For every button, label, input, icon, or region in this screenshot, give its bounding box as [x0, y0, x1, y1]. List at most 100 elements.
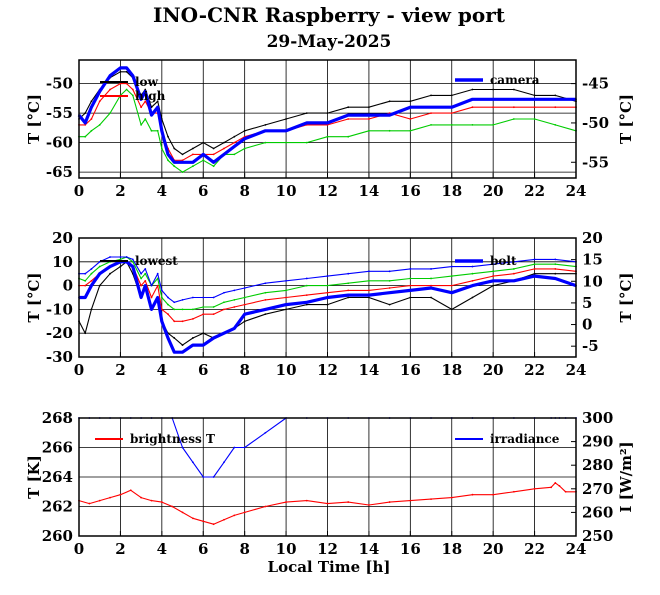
x-tick-label: 0 — [74, 361, 84, 379]
data-point — [212, 337, 215, 339]
x-tick-label: 2 — [115, 361, 125, 379]
x-tick-label: 18 — [441, 540, 462, 558]
data-point — [264, 313, 267, 316]
y-tick-label-right: -45 — [582, 75, 609, 93]
data-point — [512, 118, 515, 120]
data-point — [430, 498, 432, 501]
data-point — [90, 284, 93, 287]
data-point — [90, 100, 93, 103]
data-point — [554, 98, 557, 101]
data-point — [212, 313, 215, 316]
data-point — [144, 100, 147, 103]
x-tick-label: 20 — [483, 182, 504, 200]
data-point — [512, 490, 515, 493]
data-point — [191, 296, 194, 299]
data-point — [144, 272, 147, 275]
data-point — [181, 153, 184, 156]
data-point — [233, 298, 236, 301]
data-point — [554, 268, 557, 270]
data-point — [233, 446, 236, 449]
data-point — [223, 147, 225, 150]
data-point — [564, 490, 567, 493]
data-point — [347, 294, 350, 297]
data-point — [368, 504, 370, 506]
data-point — [492, 284, 495, 287]
y-tick-label-left: 260 — [42, 527, 73, 545]
data-point — [347, 282, 350, 285]
data-point — [264, 129, 267, 132]
data-point — [131, 74, 134, 77]
data-point — [430, 94, 432, 97]
data-point — [202, 344, 205, 346]
data-point — [125, 256, 128, 258]
data-point — [550, 486, 553, 489]
data-point — [156, 106, 159, 109]
data-point — [212, 523, 215, 526]
data-point — [492, 98, 495, 101]
y-tick-label-right: 280 — [582, 456, 613, 474]
data-point — [471, 493, 474, 496]
data-point — [223, 141, 225, 144]
data-point — [347, 272, 350, 275]
data-point — [131, 265, 134, 268]
data-point — [98, 499, 101, 502]
data-point — [160, 129, 163, 132]
data-point — [430, 277, 432, 280]
data-point — [140, 98, 143, 101]
x-tick-label: 0 — [74, 182, 84, 200]
data-point — [167, 313, 169, 316]
data-point — [533, 98, 536, 101]
data-point — [181, 320, 184, 323]
series-line-camera — [77, 66, 576, 164]
data-point — [90, 279, 93, 282]
data-point — [98, 100, 101, 103]
data-point — [173, 308, 176, 311]
y-tick-label-left: 10 — [52, 253, 73, 271]
data-point — [326, 135, 329, 138]
data-point — [84, 112, 87, 114]
data-point — [347, 501, 350, 503]
legend-label: irradiance — [490, 432, 560, 446]
data-point — [388, 129, 391, 132]
data-point — [492, 279, 495, 282]
data-point — [84, 279, 87, 282]
data-point — [144, 268, 147, 270]
data-point — [140, 106, 143, 109]
data-point — [264, 291, 267, 294]
panel-bottom: 0 2 4 6 8 10 12 14 16 18 20 22 242602622642662682502… — [25, 409, 635, 558]
data-point — [388, 100, 391, 103]
legend-label: low — [135, 75, 159, 89]
y-tick-label-left: -50 — [46, 75, 73, 93]
x-tick-label: 18 — [441, 182, 462, 200]
y-tick-label-left: -55 — [46, 104, 73, 122]
data-point — [409, 106, 412, 109]
x-tick-label: 22 — [524, 361, 545, 379]
data-point — [430, 106, 432, 109]
data-point — [84, 272, 87, 275]
data-point — [98, 284, 101, 287]
data-point — [243, 287, 246, 289]
data-point — [140, 496, 143, 499]
data-point — [388, 114, 391, 116]
data-point — [243, 296, 246, 299]
data-point — [471, 272, 474, 275]
y-tick-label-right: 270 — [582, 480, 613, 498]
data-point — [471, 124, 474, 126]
data-point — [471, 296, 474, 299]
data-point — [558, 484, 561, 487]
data-point — [150, 129, 153, 132]
data-point — [223, 301, 225, 304]
data-point — [264, 431, 267, 434]
x-tick-label: 20 — [483, 540, 504, 558]
data-point — [173, 320, 176, 323]
data-point — [347, 106, 350, 109]
series-line-high — [79, 83, 576, 161]
data-point — [368, 296, 370, 299]
data-point — [554, 124, 557, 126]
data-point — [305, 499, 308, 502]
data-point — [233, 141, 236, 144]
data-point — [191, 517, 194, 520]
y-tick-label-left: -60 — [46, 134, 73, 152]
y-tick-label-right: 5 — [582, 294, 592, 312]
data-point — [144, 284, 147, 287]
